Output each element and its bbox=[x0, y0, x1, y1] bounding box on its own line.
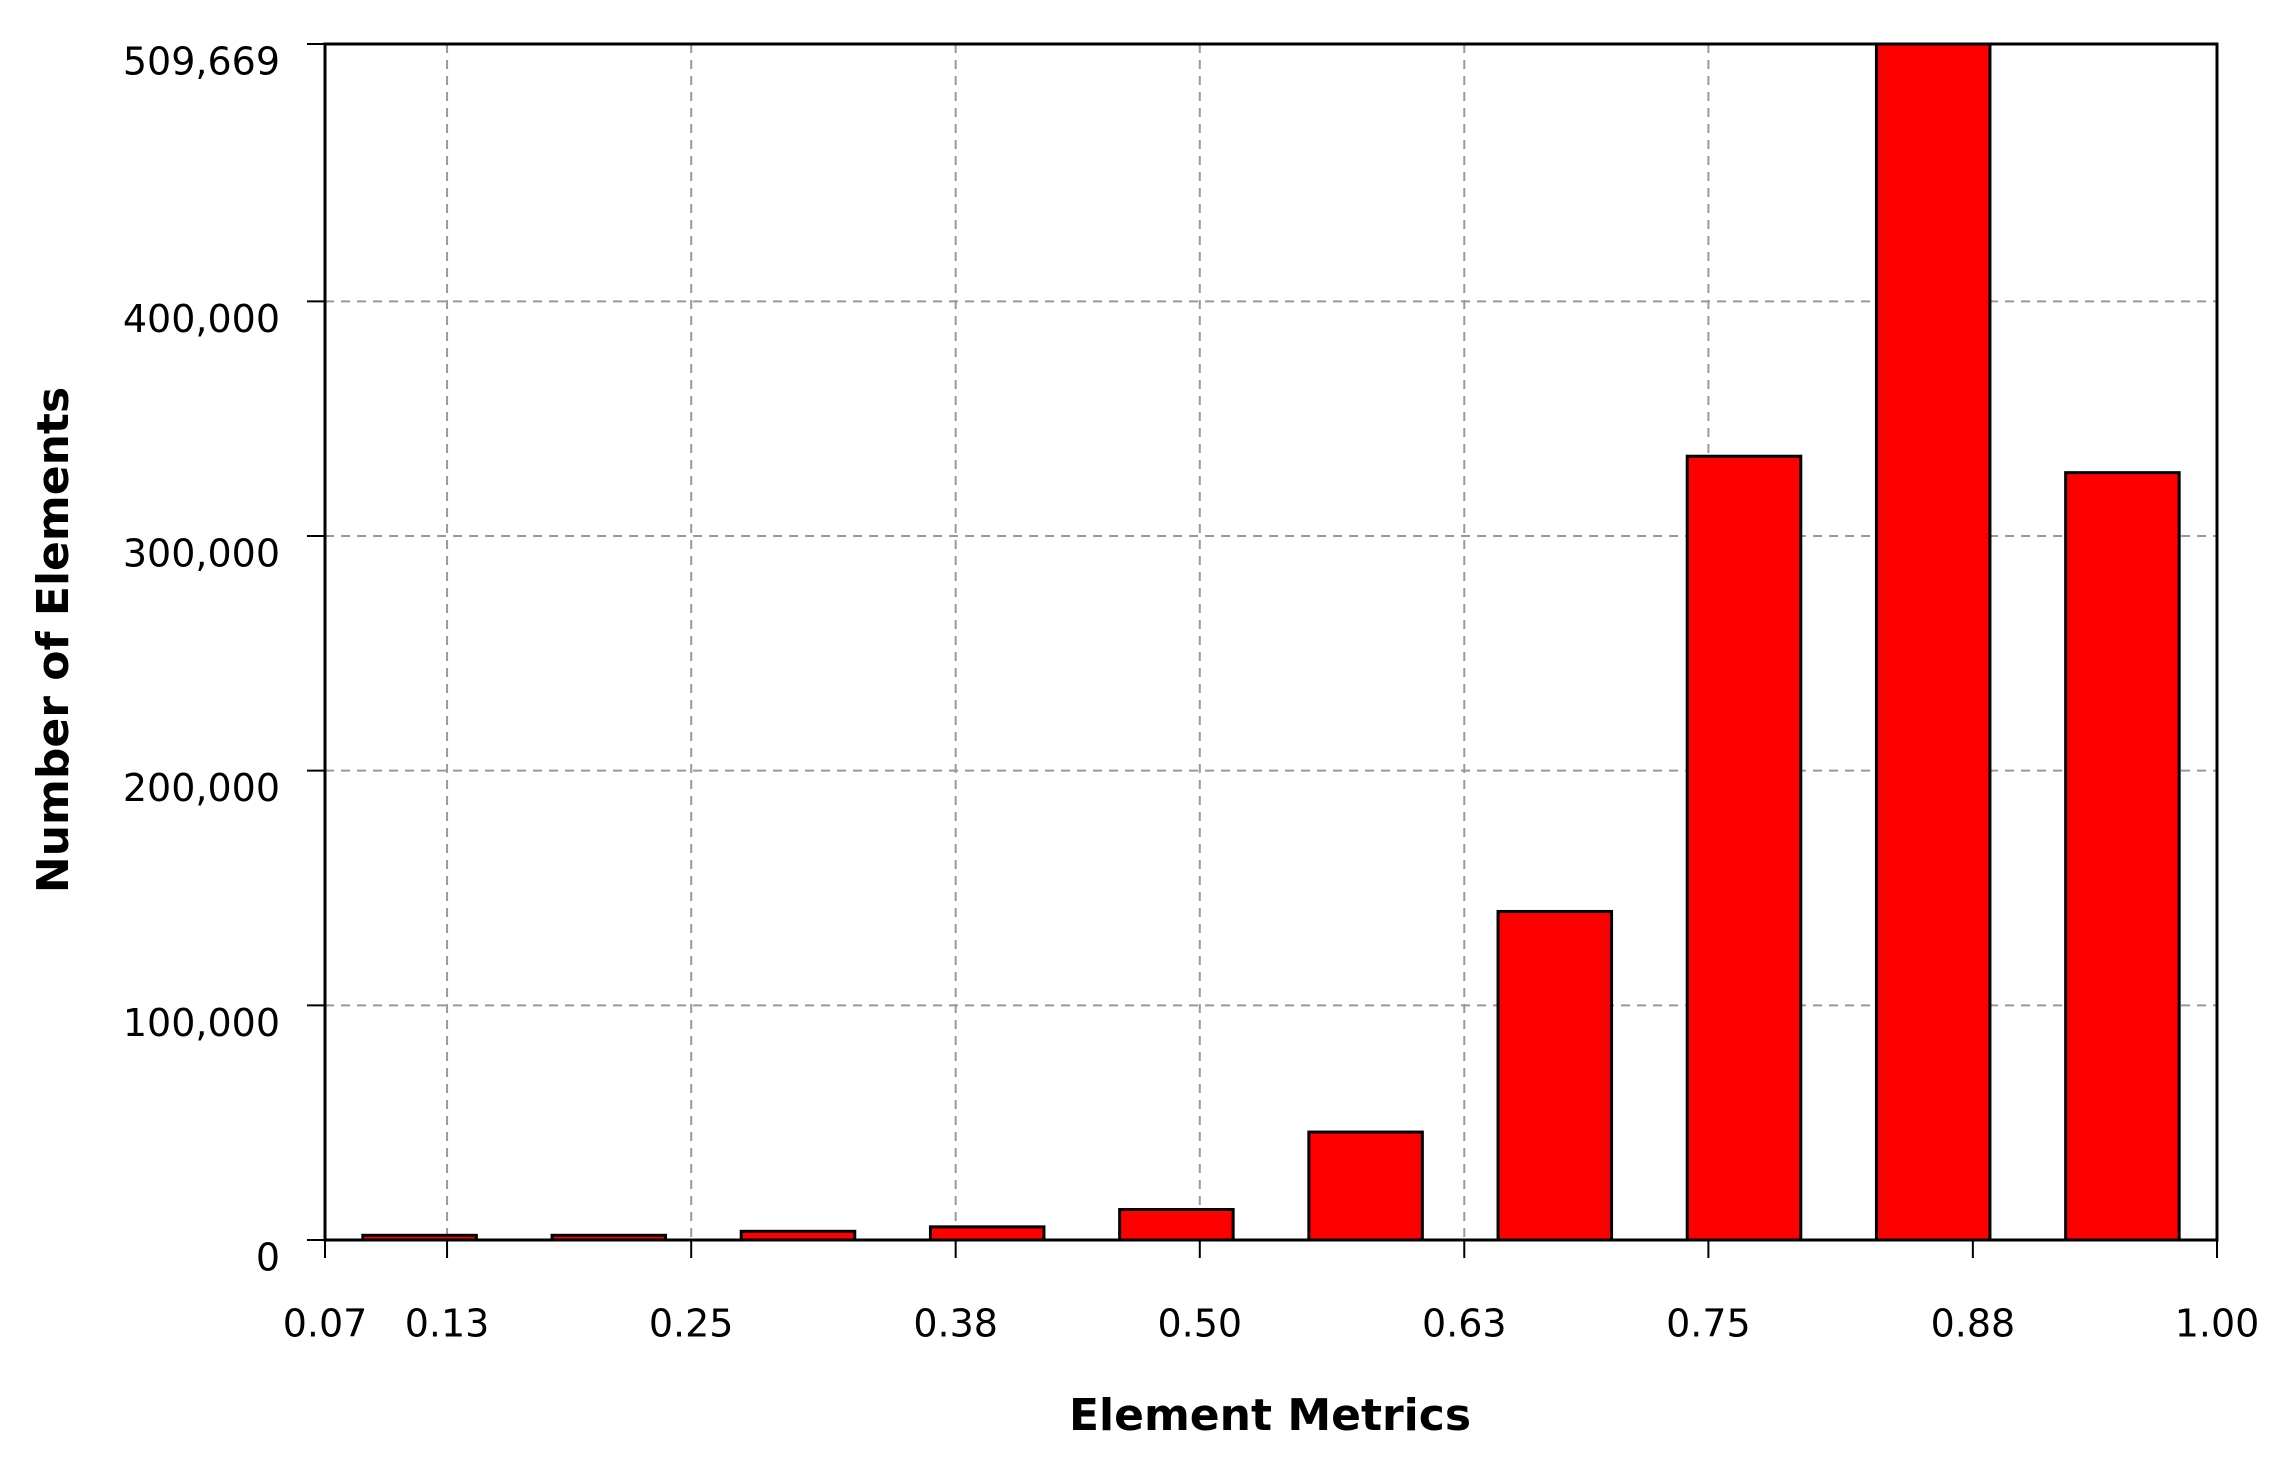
y-tick-label: 509,669 bbox=[123, 40, 280, 84]
bar bbox=[1496, 909, 1614, 1242]
x-tick-label: 0.63 bbox=[1422, 1302, 1507, 1346]
x-tick-label: 0.07 bbox=[283, 1302, 368, 1346]
x-tick-label: 0.88 bbox=[1931, 1302, 2016, 1346]
x-axis-title: Element Metrics bbox=[1069, 1390, 1471, 1441]
x-tick-label: 0.50 bbox=[1157, 1302, 1242, 1346]
x-tick-label: 1.00 bbox=[2175, 1302, 2260, 1346]
bar bbox=[2064, 471, 2181, 1242]
bar bbox=[928, 1225, 1046, 1242]
x-tick-label: 0.75 bbox=[1666, 1302, 1751, 1346]
bar bbox=[1874, 42, 1992, 1242]
y-axis-title: Number of Elements bbox=[28, 387, 79, 893]
x-tick-label: 0.13 bbox=[405, 1302, 490, 1346]
bar bbox=[1307, 1130, 1424, 1242]
y-tick-label: 200,000 bbox=[123, 766, 280, 810]
plot-frame bbox=[323, 42, 2219, 1242]
bar bbox=[1685, 454, 1803, 1242]
y-tick-label: 300,000 bbox=[123, 532, 280, 576]
y-tick-label: 0 bbox=[256, 1236, 280, 1280]
x-tick-label: 0.38 bbox=[913, 1302, 998, 1346]
bar bbox=[1118, 1207, 1235, 1242]
x-tick-label: 0.25 bbox=[649, 1302, 734, 1346]
y-tick-label: 100,000 bbox=[123, 1001, 280, 1045]
y-tick-label: 400,000 bbox=[123, 297, 280, 341]
